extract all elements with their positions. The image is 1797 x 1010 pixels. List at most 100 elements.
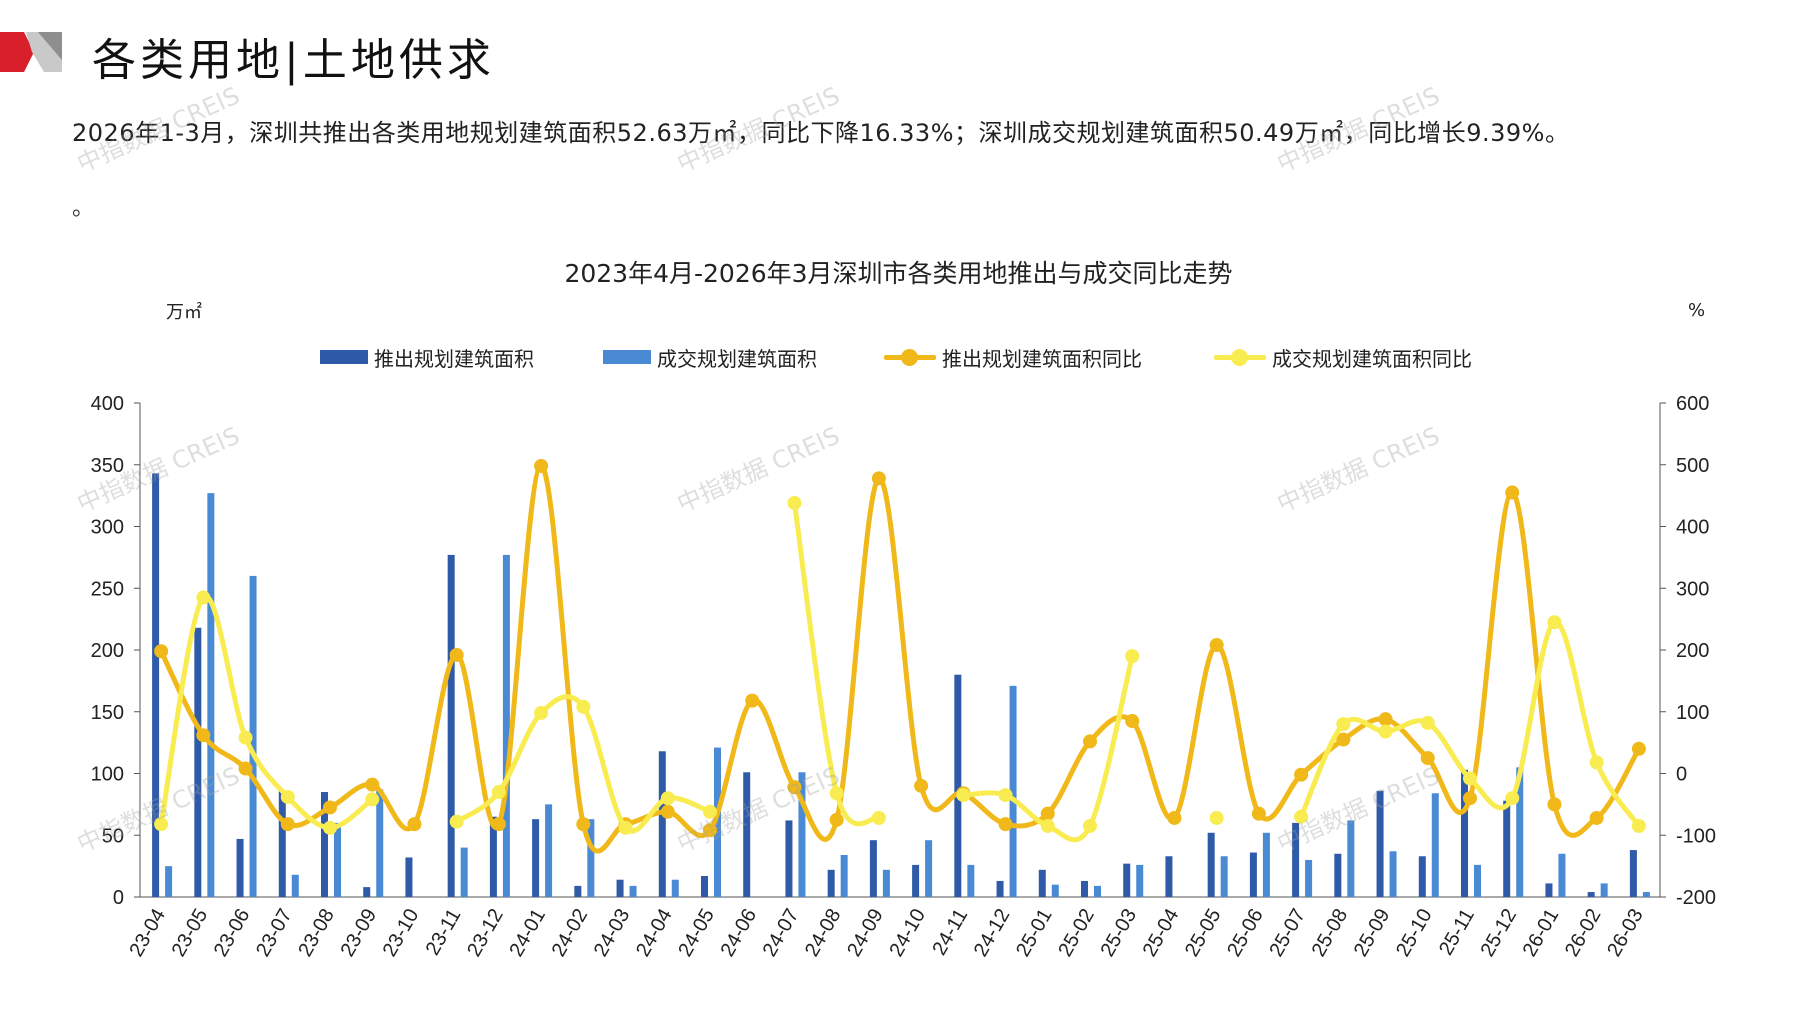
supply-bar — [1292, 822, 1300, 897]
deal-yoy-point — [196, 590, 211, 605]
supply-bar — [996, 880, 1004, 897]
supply-bar — [1207, 832, 1215, 897]
supply-yoy-point — [1167, 810, 1182, 825]
legend-item-supply-line: 推出规划建筑面积同比 — [884, 340, 1142, 374]
chart-title: 2023年4月-2026年3月深圳市各类用地推出与成交同比走势 — [564, 259, 1233, 288]
supply-bar — [1081, 880, 1088, 897]
supply-bar — [405, 857, 413, 897]
x-tick-label: 24-12 — [970, 905, 1015, 960]
right-tick-label: 0 — [1676, 764, 1687, 786]
supply-bar — [1334, 853, 1342, 897]
x-tick-label: 23-11 — [422, 905, 466, 959]
x-tick-label: 24-11 — [928, 905, 972, 959]
deal-bar — [334, 822, 341, 897]
deal-yoy-point — [1040, 818, 1055, 833]
deal-yoy-point — [365, 792, 380, 807]
supply-yoy-point — [196, 728, 211, 743]
deal-bar — [249, 575, 257, 897]
left-axis-unit: 万㎡ — [166, 302, 202, 323]
deal-bar — [925, 840, 933, 897]
deal-bar — [714, 747, 721, 897]
deal-bar — [1220, 856, 1228, 897]
legend-item-supply-bar: 推出规划建筑面积 — [320, 340, 534, 374]
supply-yoy-point — [1547, 797, 1562, 812]
supply-bar — [701, 876, 708, 897]
supply-bar — [1545, 883, 1553, 897]
right-tick-label: 100 — [1676, 702, 1709, 724]
supply-yoy-point — [365, 777, 380, 792]
supply-yoy-point — [1209, 638, 1224, 653]
supply-yoy-point — [871, 471, 886, 486]
supply-bar — [1123, 863, 1131, 897]
supply-yoy-point — [534, 458, 549, 473]
supply-bar — [236, 838, 244, 897]
deal-yoy-point — [1294, 809, 1309, 824]
deal-yoy-point — [491, 785, 506, 800]
right-tick-label: 600 — [1676, 393, 1709, 415]
deal-bar — [1474, 864, 1481, 897]
deal-yoy-point — [154, 817, 169, 832]
deal-bar — [291, 874, 299, 897]
x-tick-label: 25-09 — [1350, 905, 1395, 960]
deal-bar — [1431, 793, 1439, 897]
x-tick-label: 23-10 — [379, 905, 424, 960]
x-tick-label: 25-01 — [1012, 905, 1057, 960]
supply-bar — [321, 792, 328, 897]
supply-bar — [1587, 892, 1595, 897]
x-tick-label: 23-08 — [294, 905, 339, 960]
x-tick-label: 26-02 — [1561, 905, 1606, 960]
deal-bar — [1262, 832, 1270, 897]
supply-bar — [447, 554, 455, 897]
summary-text: 2026年1-3月，深圳共推出各类用地规划建筑面积52.63万㎡，同比下降16.… — [72, 119, 1570, 147]
supply-yoy-point — [745, 693, 760, 708]
supply-bar — [827, 869, 835, 897]
deal-bar — [587, 819, 595, 897]
deal-bar — [1094, 885, 1101, 897]
page-header: 各类用地|土地供求 — [0, 20, 600, 86]
legend-swatch — [1214, 348, 1266, 366]
deal-yoy-point — [323, 820, 337, 835]
x-tick-label: 24-05 — [674, 905, 719, 960]
deal-bar — [671, 879, 679, 897]
x-tick-label: 26-03 — [1603, 905, 1648, 960]
deal-yoy-point — [1463, 771, 1477, 786]
right-tick-label: 500 — [1676, 455, 1709, 477]
deal-yoy-point — [871, 810, 886, 825]
left-tick-label: 0 — [113, 887, 124, 909]
supply-yoy-point — [787, 780, 802, 795]
deal-yoy-point — [956, 788, 971, 803]
x-tick-label: 26-01 — [1519, 905, 1564, 960]
x-tick-label: 25-10 — [1392, 905, 1437, 960]
deal-yoy-point — [829, 786, 844, 801]
deal-bar — [798, 772, 806, 897]
deal-bar — [840, 855, 848, 897]
supply-yoy-point — [1589, 810, 1604, 825]
supply-yoy-point — [238, 761, 253, 776]
supply-bar — [489, 816, 497, 897]
supply-yoy-point — [323, 800, 337, 815]
supply-bar — [869, 840, 877, 897]
deal-yoy-line — [791, 500, 882, 827]
deal-yoy-point — [1336, 717, 1351, 732]
supply-bar — [152, 473, 160, 897]
deal-yoy-point — [1083, 818, 1097, 833]
deal-bar — [460, 847, 468, 897]
deal-bar — [1305, 859, 1313, 897]
deal-yoy-point — [1631, 818, 1646, 833]
x-tick-label: 25-11 — [1435, 905, 1479, 959]
deal-yoy-point — [660, 791, 675, 806]
x-tick-label: 25-02 — [1054, 905, 1099, 960]
supply-yoy-point — [491, 817, 506, 832]
deal-bar — [1600, 883, 1608, 897]
deal-bar — [502, 554, 510, 897]
supply-yoy-point — [914, 778, 929, 793]
deal-bar — [629, 885, 637, 897]
supply-bar — [743, 772, 751, 897]
supply-bar — [532, 819, 540, 897]
x-tick-label: 25-07 — [1265, 905, 1310, 960]
deal-yoy-point — [1505, 791, 1520, 806]
supply-yoy-point — [576, 817, 591, 832]
deal-yoy-point — [1547, 615, 1562, 630]
deal-bar — [1558, 853, 1566, 897]
